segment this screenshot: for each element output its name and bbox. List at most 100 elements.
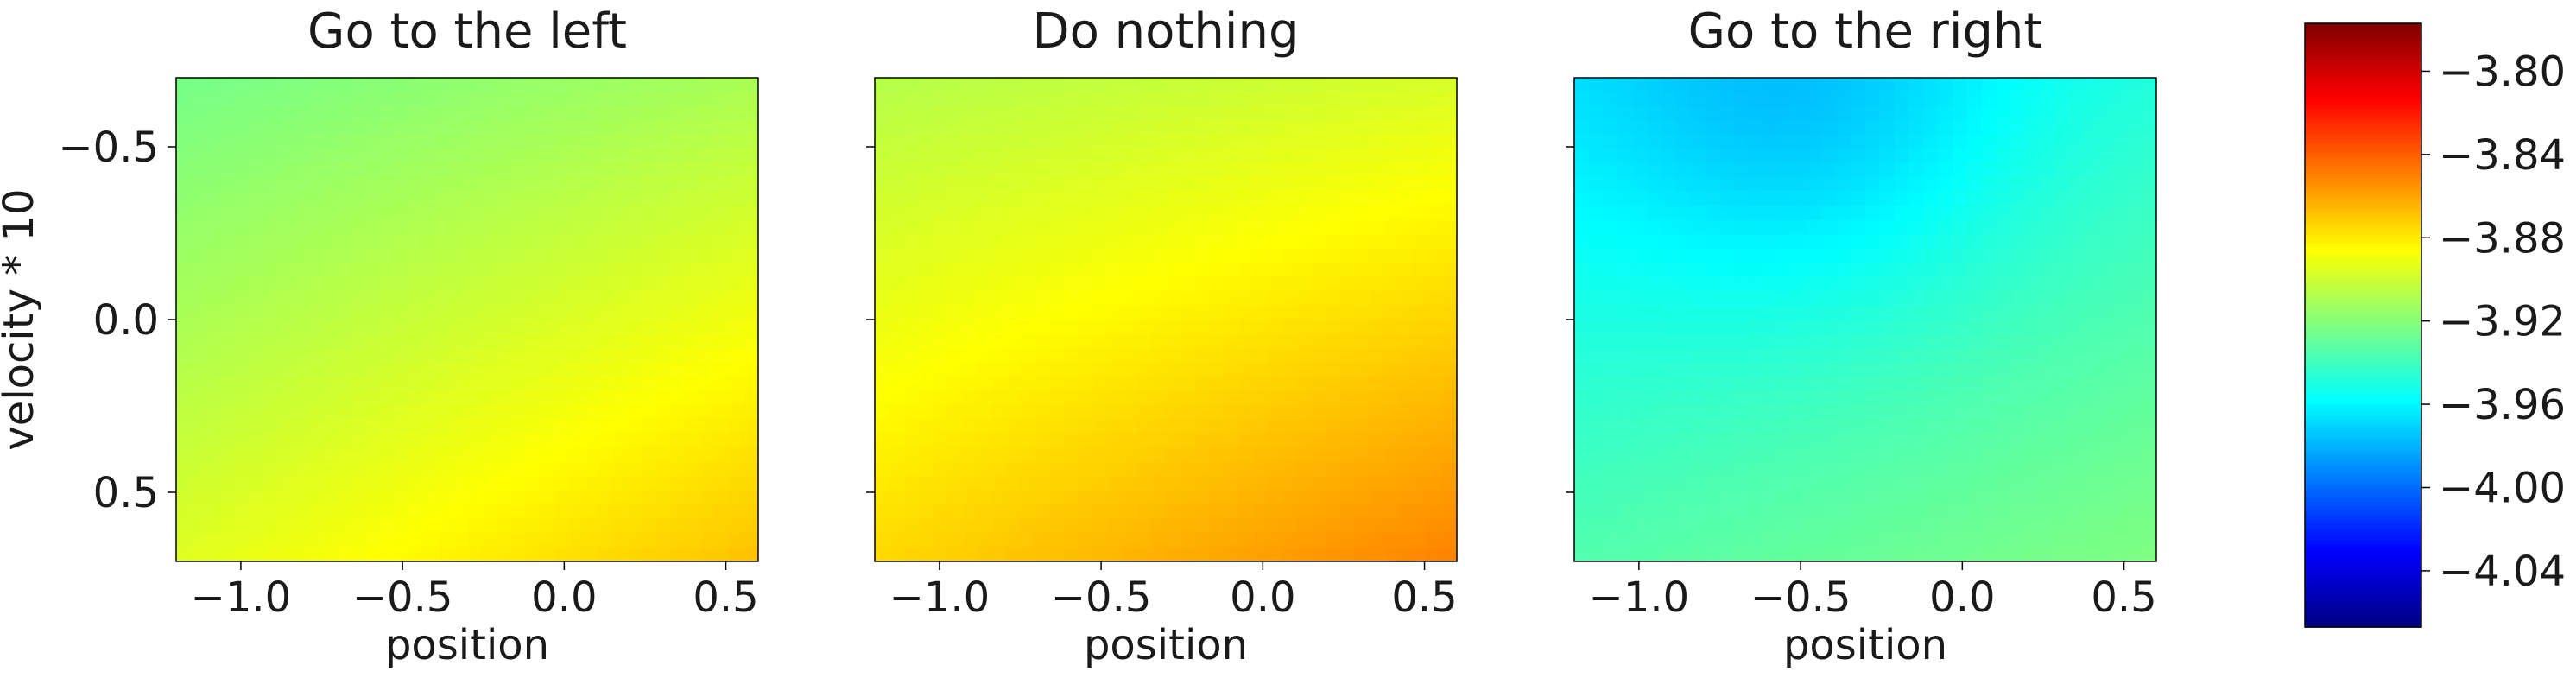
heatmap-cell [918, 533, 934, 548]
heatmap-cell [2054, 362, 2070, 377]
heatmap-cell [1953, 134, 1968, 150]
heatmap-cell [1719, 206, 1736, 221]
heatmap-cell [2068, 248, 2085, 263]
heatmap-cell [656, 105, 672, 122]
heatmap-cell [496, 105, 512, 122]
heatmap-cell [263, 206, 279, 221]
heatmap-cell [2098, 433, 2114, 449]
heatmap-cell [1355, 191, 1370, 207]
heatmap-cell [1588, 276, 1604, 292]
heatmap-cell [1049, 447, 1065, 463]
heatmap-cell [1209, 105, 1225, 122]
heatmap-cell [729, 134, 744, 150]
heatmap-cell [2040, 162, 2055, 179]
heatmap-cell [336, 362, 351, 377]
heatmap-cell [438, 276, 453, 292]
heatmap-cell [933, 206, 949, 221]
heatmap-cell [1078, 177, 1094, 193]
heatmap-cell [1675, 191, 1692, 207]
colorbar-segment [2305, 83, 2421, 89]
heatmap-cell [1005, 376, 1022, 392]
heatmap-cell [1908, 191, 1925, 207]
heatmap-cell [583, 92, 599, 107]
heatmap-cell [336, 276, 351, 292]
heatmap-cell [1749, 78, 1764, 93]
heatmap-cell [510, 291, 527, 307]
heatmap-cell [1981, 362, 1997, 377]
x-axis-label: position [1084, 621, 1248, 669]
heatmap-cell [1966, 404, 1983, 421]
heatmap-cell [2112, 433, 2129, 449]
heatmap-cell [933, 419, 949, 434]
heatmap-cell [583, 149, 599, 164]
heatmap-cell [1719, 305, 1736, 320]
heatmap-cell [1049, 149, 1065, 164]
heatmap-cell [744, 305, 758, 320]
heatmap-cell [292, 547, 308, 561]
heatmap-cell [1675, 433, 1692, 449]
x-tick-label: −1.0 [889, 573, 991, 622]
heatmap-cell [263, 92, 279, 107]
heatmap-cell [1632, 78, 1649, 93]
heatmap-cell [292, 476, 308, 491]
heatmap-cell [1136, 248, 1152, 263]
heatmap-cell [685, 476, 701, 491]
heatmap-cell [670, 162, 687, 179]
heatmap-cell [2010, 276, 2027, 292]
heatmap-cell [568, 177, 585, 193]
heatmap-cell [1647, 276, 1662, 292]
colorbar-segment [2305, 588, 2421, 593]
heatmap-cell [1282, 120, 1298, 136]
heatmap-cell [336, 419, 351, 434]
heatmap-cell [1151, 433, 1167, 449]
heatmap-cell [642, 92, 657, 107]
heatmap-cell [351, 305, 366, 320]
heatmap-cell [744, 419, 758, 434]
heatmap-cell [408, 191, 425, 207]
heatmap-cell [642, 533, 657, 548]
heatmap-cell [205, 518, 221, 534]
heatmap-cell [234, 206, 250, 221]
heatmap-cell [219, 219, 236, 235]
heatmap-cell [1049, 518, 1065, 534]
heatmap-cell [903, 504, 920, 520]
heatmap-cell [307, 263, 323, 278]
heatmap-cell [1879, 177, 1896, 193]
heatmap-cell [2112, 92, 2129, 107]
heatmap-cell [190, 490, 206, 505]
heatmap-cell [1369, 78, 1385, 93]
heatmap-cell [642, 390, 657, 406]
heatmap-cell [234, 234, 250, 250]
heatmap-cell [1253, 162, 1269, 179]
heatmap-cell [1953, 419, 1968, 434]
heatmap-cell [1894, 248, 1910, 263]
heatmap-cell [263, 362, 279, 377]
colorbar-tick-label: −3.84 [2439, 131, 2566, 180]
heatmap-cell [307, 362, 323, 377]
heatmap-cell [1253, 120, 1269, 136]
heatmap-cell [1194, 234, 1211, 250]
heatmap-cell [1180, 547, 1196, 561]
heatmap-cell [219, 419, 236, 434]
heatmap-cell [1253, 305, 1269, 320]
heatmap-cell [1938, 461, 1953, 477]
heatmap-cell [1734, 149, 1750, 164]
heatmap-cell [1879, 347, 1896, 364]
heatmap-cell [1719, 120, 1736, 136]
heatmap-cell [1908, 92, 1925, 107]
heatmap-cell [2098, 404, 2114, 421]
heatmap-cell [947, 347, 963, 364]
heatmap-cell [1369, 390, 1385, 406]
heatmap-cell [1442, 504, 1457, 520]
heatmap-cell [1923, 162, 1940, 179]
heatmap-cell [744, 333, 758, 349]
heatmap-cell [510, 320, 527, 335]
heatmap-cell [1953, 234, 1968, 250]
heatmap-cell [1603, 276, 1619, 292]
heatmap-cell [1092, 149, 1109, 164]
heatmap-cell [2040, 547, 2055, 561]
heatmap-cell [1865, 248, 1881, 263]
heatmap-cell [1398, 419, 1415, 434]
heatmap-cell [1238, 234, 1254, 250]
heatmap-cell [1675, 105, 1692, 122]
